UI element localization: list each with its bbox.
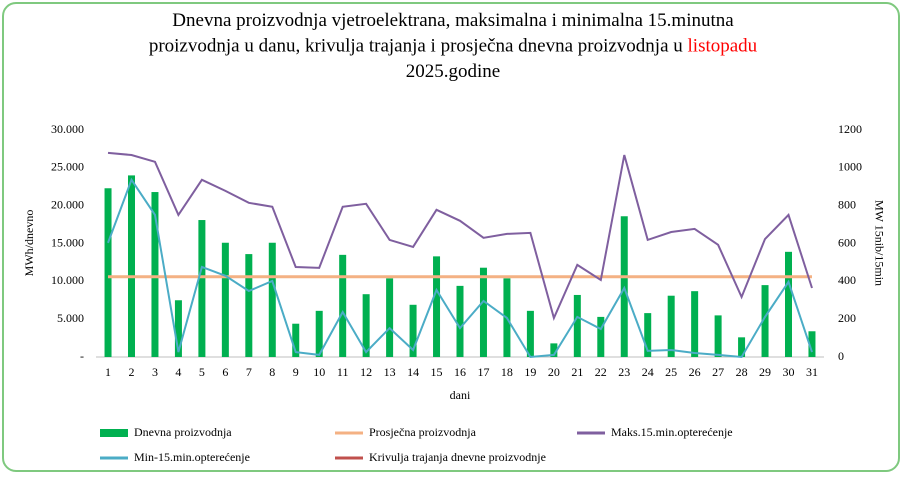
bar [526,310,534,357]
y2-tick-label: 800 [838,197,856,211]
x-tick-label: 25 [665,365,677,379]
legend-label: Dnevna proizvodnja [134,425,232,439]
y-tick-label: 20.000 [51,197,84,211]
x-tick-label: 5 [199,365,205,379]
chart-frame [2,2,900,472]
bar [104,188,112,357]
bar [456,285,464,357]
x-tick-label: 2 [128,365,134,379]
y2-tick-label: 200 [838,311,856,325]
x-tick-label: 3 [152,365,158,379]
x-tick-label: 20 [548,365,560,379]
bar [785,251,793,357]
x-tick-label: 9 [293,365,299,379]
bar [127,175,135,357]
title-segment: listopadu [688,36,758,57]
y-tick-label: 5.000 [57,311,84,325]
bar [386,278,394,357]
x-tick-label: 12 [360,365,372,379]
bar [292,323,300,357]
x-tick-label: 11 [337,365,349,379]
x-tick-label: 27 [712,365,724,379]
legend-label: Min-15.min.opterećenje [134,450,250,464]
legend-label: Krivulja trajanja dnevne proizvodnje [369,450,546,464]
x-tick-label: 19 [524,365,536,379]
title-segment: Dnevna proizvodnja vjetroelektrana, maks… [172,10,734,31]
y-tick-label: 15.000 [51,235,84,249]
legend-label: Maks.15.min.opterećenje [611,425,733,439]
x-tick-label: 18 [501,365,513,379]
bar [644,313,652,357]
bar [151,192,159,357]
y-axis-label: MWh/dnevno [22,210,36,277]
x-tick-label: 8 [269,365,275,379]
bar [667,295,675,357]
x-tick-label: 1 [105,365,111,379]
y-tick-label: 10.000 [51,273,84,287]
legend-label: Prosječna proizvodnja [369,425,477,439]
bar [315,310,323,357]
x-tick-label: 30 [783,365,795,379]
title-segment: 2025.godine [406,61,500,82]
chart-title: 2025.godine [406,61,500,82]
x-tick-label: 28 [736,365,748,379]
bar [550,343,558,357]
x-tick-label: 26 [689,365,701,379]
x-tick-label: 29 [759,365,771,379]
line-series [107,177,813,359]
bar [362,294,370,357]
bar [479,267,487,357]
bar [761,285,769,357]
bar [339,254,347,357]
y2-tick-label: 400 [838,273,856,287]
y-tick-label: - [80,349,84,363]
bar [738,337,746,357]
bar [174,300,182,357]
x-tick-label: 24 [642,365,654,379]
bar [433,256,441,357]
bar [409,304,417,357]
y-tick-label: 25.000 [51,160,84,174]
x-tick-label: 7 [246,365,252,379]
bar [198,220,206,357]
y2-tick-label: 1200 [838,122,862,136]
x-tick-label: 31 [806,365,818,379]
x-tick-label: 14 [407,365,419,379]
x-tick-label: 15 [431,365,443,379]
x-axis-label: dani [450,388,471,402]
bar [221,242,229,357]
x-tick-label: 10 [313,365,325,379]
bar [245,254,253,357]
bar [597,316,605,357]
chart-title: Dnevna proizvodnja vjetroelektrana, maks… [172,10,734,31]
y2-axis-label: MW 15nib/15min [872,200,886,286]
x-tick-label: 17 [477,365,489,379]
y2-tick-label: 600 [838,235,856,249]
x-tick-label: 6 [222,365,228,379]
y-tick-label: 30.000 [51,122,84,136]
bar [714,315,722,357]
bar [691,291,699,357]
bar [808,331,816,357]
x-tick-label: 4 [175,365,181,379]
title-segment: proizvodnja u danu, krivulja trajanja i … [149,36,688,57]
bar [573,294,581,357]
y2-tick-label: 0 [838,349,844,363]
x-tick-label: 13 [384,365,396,379]
y2-tick-label: 1000 [838,160,862,174]
x-tick-label: 22 [595,365,607,379]
chart-title: proizvodnja u danu, krivulja trajanja i … [149,36,758,57]
line-series [107,151,813,321]
bar [268,242,276,357]
x-tick-label: 21 [571,365,583,379]
x-tick-label: 23 [618,365,630,379]
x-tick-label: 16 [454,365,466,379]
legend-swatch [100,429,128,437]
